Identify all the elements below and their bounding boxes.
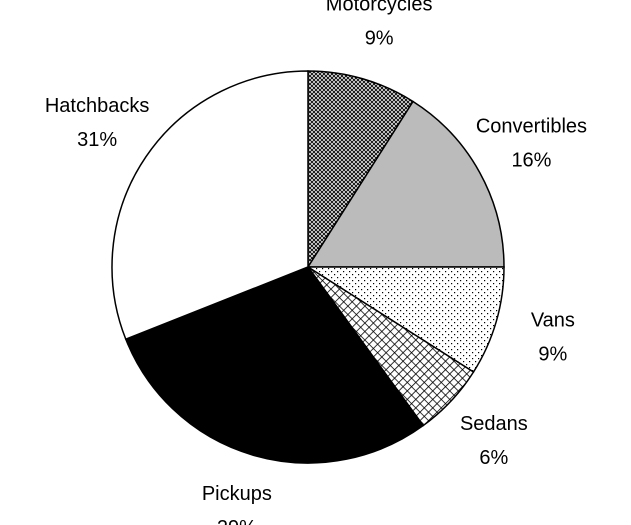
slice-label: Sedans xyxy=(460,413,528,435)
value-label: 9% xyxy=(365,27,394,49)
value-label: 31% xyxy=(77,129,117,151)
pie-slice xyxy=(307,70,415,270)
slice-label: Pickups xyxy=(202,483,272,505)
pie-slice xyxy=(305,266,505,374)
pie-slice xyxy=(111,70,309,341)
value-label: 29% xyxy=(217,517,257,525)
slice-label: Convertibles xyxy=(476,115,587,137)
value-label: 9% xyxy=(538,343,567,365)
slice-label: Hatchbacks xyxy=(45,95,150,117)
pie-slice xyxy=(124,266,425,464)
value-label: 16% xyxy=(511,149,551,171)
slice-label: Motorcycles xyxy=(326,0,433,15)
value-label: 6% xyxy=(479,447,508,469)
pie-slice xyxy=(306,100,505,268)
slice-label: Vans xyxy=(531,309,575,331)
